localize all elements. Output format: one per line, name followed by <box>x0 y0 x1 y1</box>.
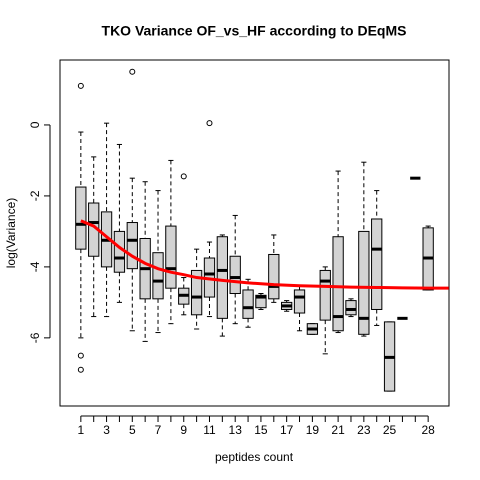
y-tick-label: -2 <box>28 190 42 201</box>
box <box>358 230 370 335</box>
outlier <box>129 68 136 75</box>
x-tick-label: 1 <box>77 423 84 437</box>
x-tick-label: 3 <box>103 423 110 437</box>
x-tick-label: 15 <box>254 423 268 437</box>
box <box>165 225 177 289</box>
box <box>152 252 164 300</box>
x-tick-label: 17 <box>280 423 294 437</box>
box <box>126 222 138 270</box>
x-tick-label: 21 <box>331 423 345 437</box>
x-tick-label: 25 <box>383 423 397 437</box>
y-tick-label: 0 <box>28 121 42 128</box>
box <box>345 300 357 316</box>
outlier <box>77 82 84 89</box>
outlier <box>206 120 213 127</box>
outlier <box>180 173 187 180</box>
x-tick-label: 9 <box>180 423 187 437</box>
box <box>242 289 254 319</box>
y-tick-label: -6 <box>28 332 42 343</box>
x-tick-label: 28 <box>421 423 435 437</box>
box <box>113 230 126 273</box>
x-tick-label: 5 <box>129 423 136 437</box>
x-tick-label: 23 <box>357 423 371 437</box>
y-axis-label: log(Variance) <box>4 198 18 268</box>
box <box>293 289 306 314</box>
x-axis-label: peptides count <box>215 450 294 464</box>
x-tick-label: 11 <box>203 423 216 437</box>
box <box>332 236 344 332</box>
chart-title: TKO Variance OF_vs_HF according to DEqMS <box>102 23 407 39</box>
box <box>229 255 241 295</box>
box <box>371 218 383 310</box>
x-tick-label: 13 <box>229 423 243 437</box>
x-tick-label: 19 <box>306 423 320 437</box>
outlier <box>77 352 84 359</box>
box <box>255 294 267 309</box>
y-tick-label: -4 <box>28 261 42 272</box>
plot-frame <box>59 59 450 407</box>
box <box>319 269 331 321</box>
box <box>216 236 228 319</box>
outlier <box>77 366 84 373</box>
box <box>190 269 203 316</box>
box <box>75 186 87 250</box>
box <box>268 253 280 300</box>
x-tick-label: 7 <box>155 423 162 437</box>
fit-line <box>80 219 449 290</box>
